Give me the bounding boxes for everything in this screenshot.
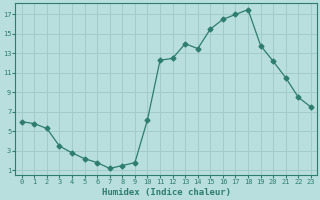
X-axis label: Humidex (Indice chaleur): Humidex (Indice chaleur) [102, 188, 231, 197]
